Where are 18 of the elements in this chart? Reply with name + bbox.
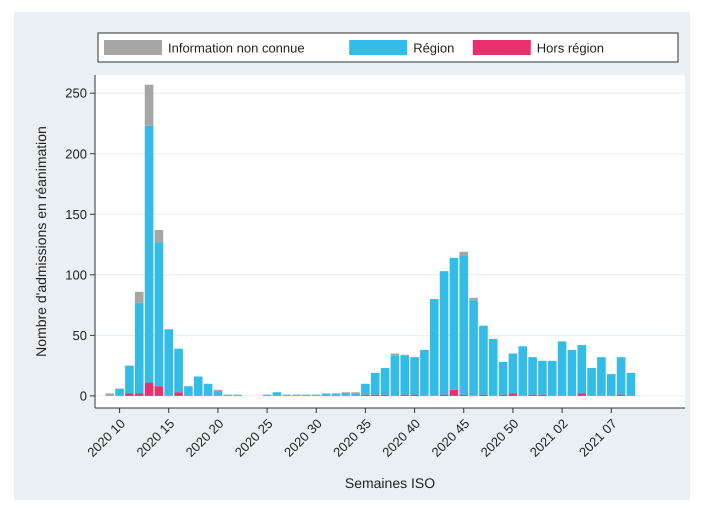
y-tick-label: 200 [65,146,87,162]
x-axis-title: Semaines ISO [344,475,436,491]
y-tick-label: 100 [65,267,87,282]
y-tick-label: 0 [80,388,87,404]
bar [154,230,164,242]
legend-label: Région [413,40,454,56]
bar [144,84,154,126]
legend-label: Information non connue [168,40,305,56]
y-tick-label: 250 [65,86,87,101]
bar [134,292,144,303]
bar [459,252,468,256]
bar [105,393,114,396]
bar [174,392,183,396]
y-tick-label: 50 [72,328,87,343]
y-tick-label: 150 [65,206,87,222]
y-axis-title: Nombre d'admissions en réanimation [33,126,49,357]
bar [577,393,586,396]
legend-label: Hors région [536,40,604,56]
